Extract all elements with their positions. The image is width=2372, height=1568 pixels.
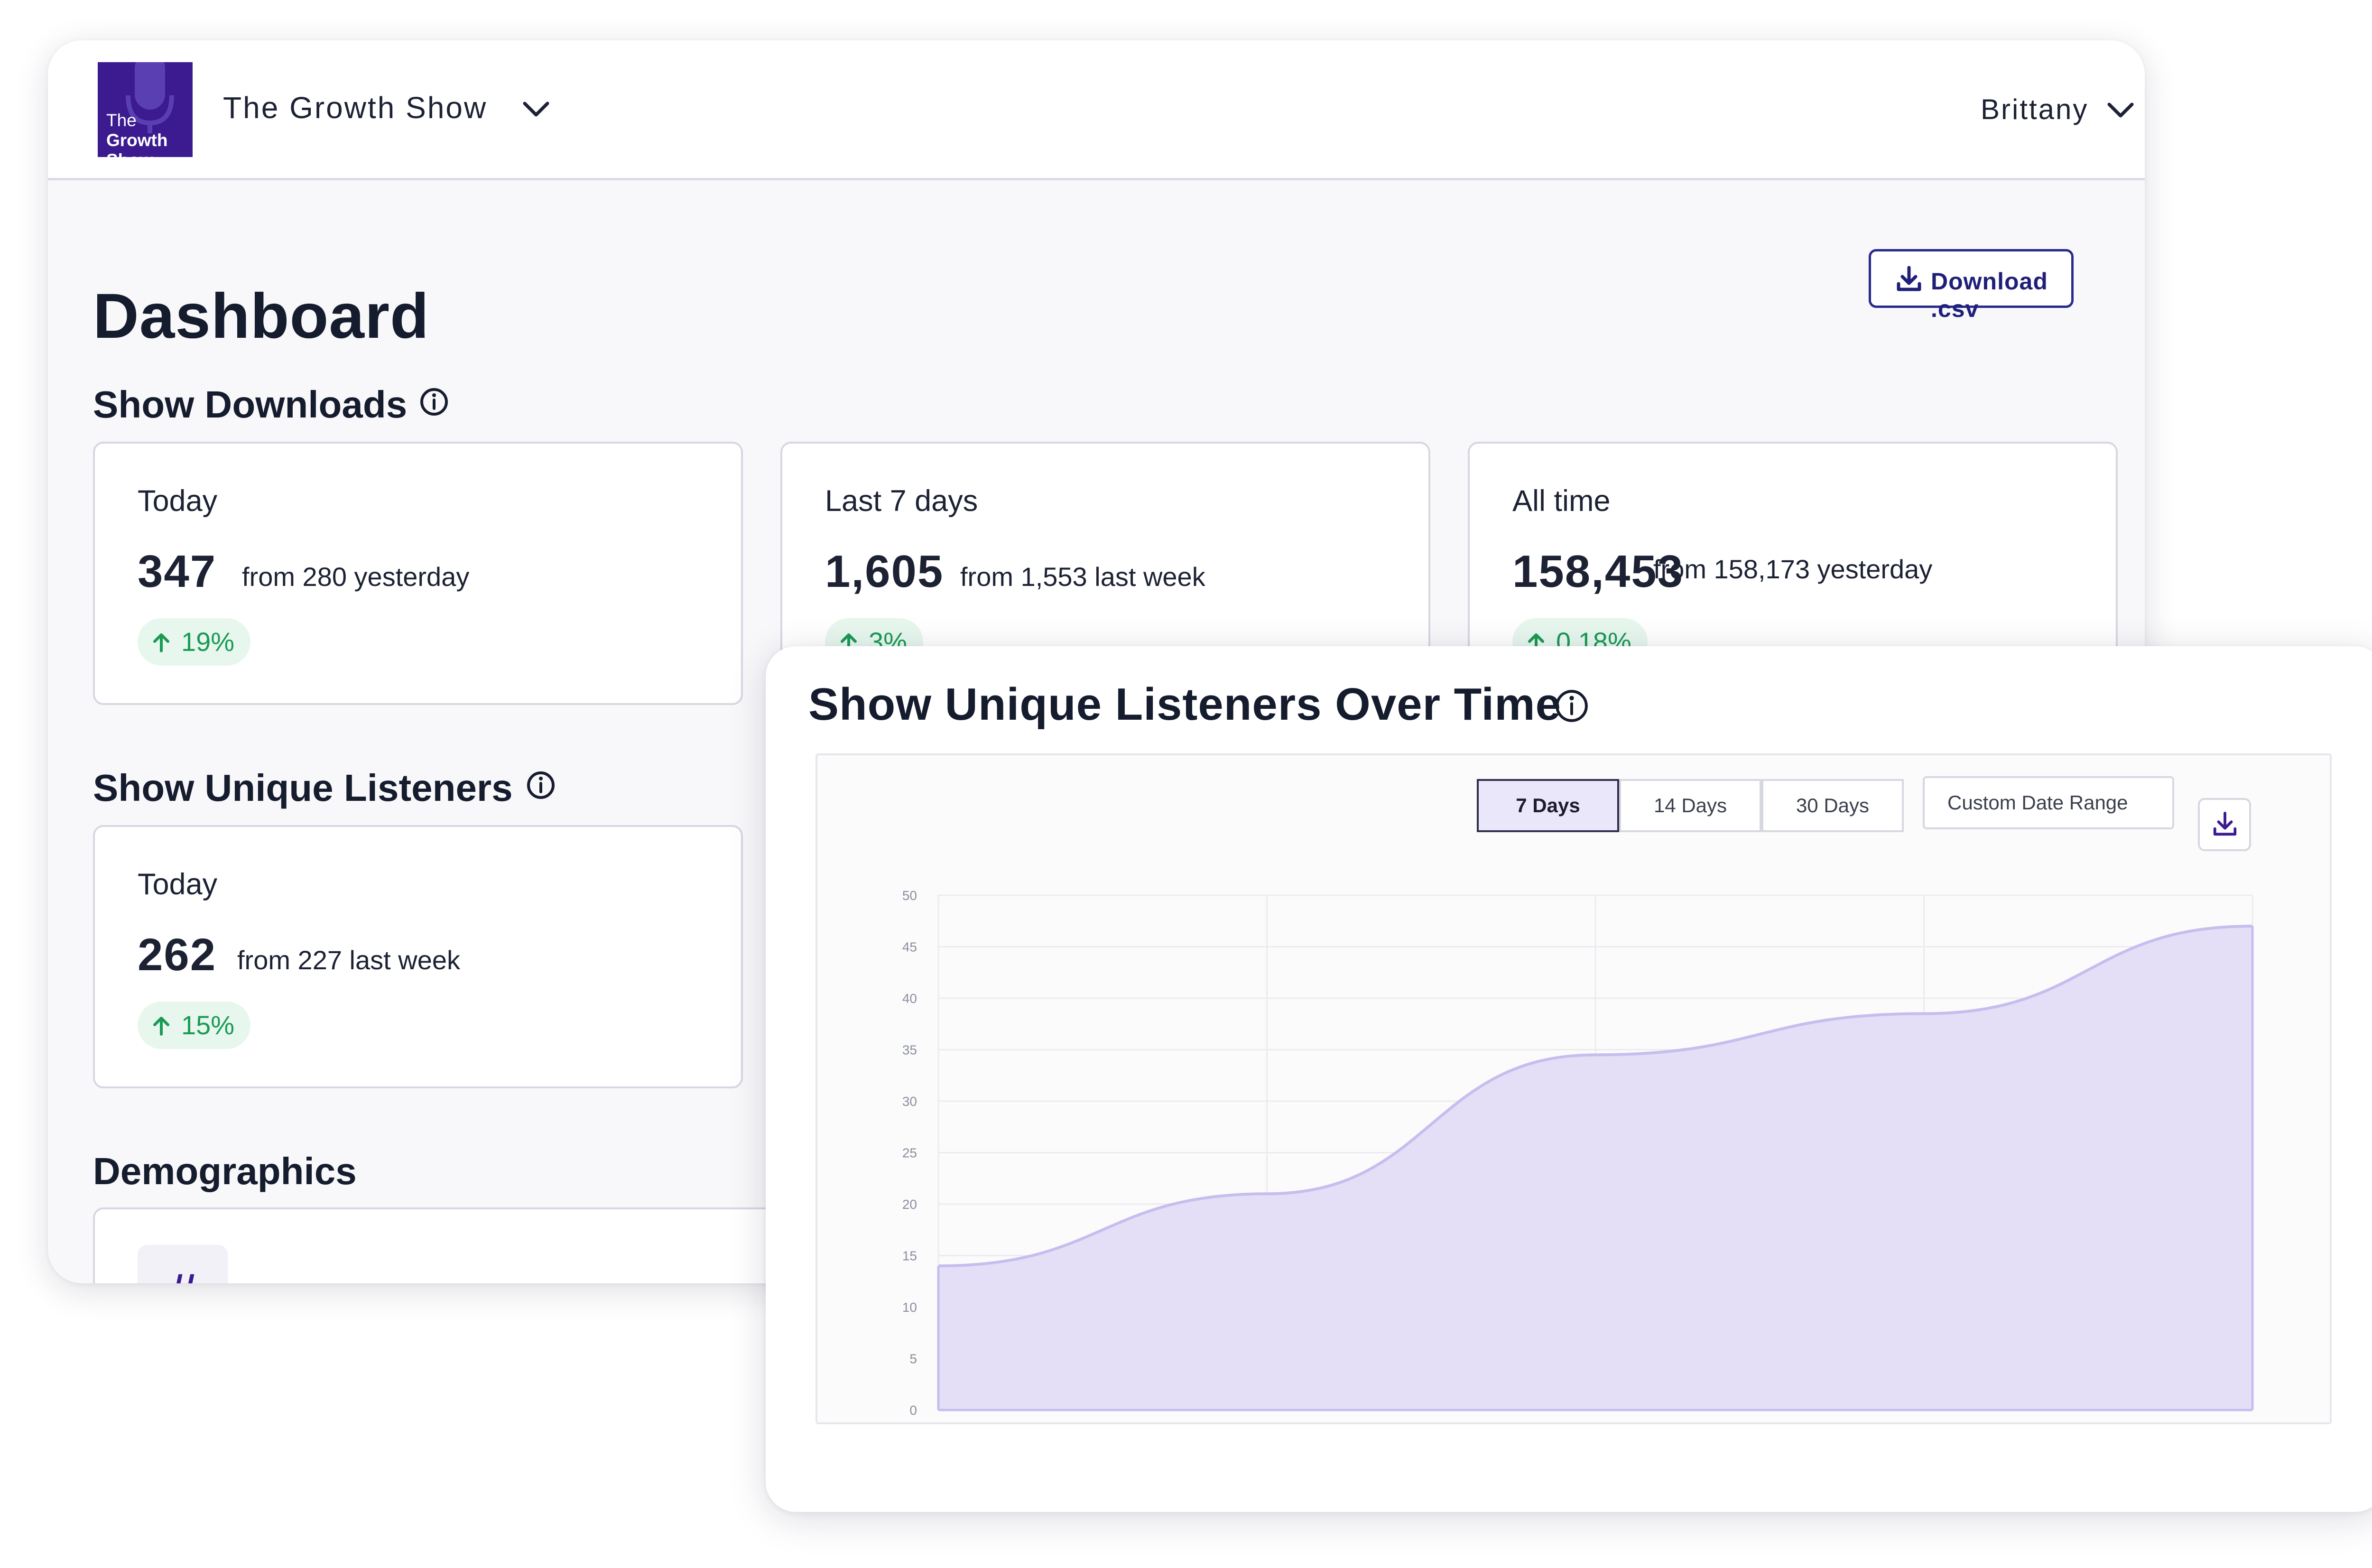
user-name[interactable]: Brittany	[1981, 93, 2089, 125]
change-badge: 19%	[138, 618, 251, 666]
show-name[interactable]: The Growth Show	[223, 91, 488, 125]
download-icon	[1897, 266, 1921, 291]
download-csv-label: Download .csv	[1931, 268, 2048, 322]
card-period: Today	[138, 484, 218, 518]
info-icon[interactable]	[419, 387, 449, 417]
info-icon[interactable]	[526, 770, 556, 800]
y-tick-label: 10	[902, 1300, 917, 1315]
chart-panel: 7 Days 14 Days 30 Days Custom Date Range…	[815, 753, 2332, 1424]
chart-download-button[interactable]	[2198, 798, 2251, 851]
area-chart: 05101520253035404550Sep 8Sep 9Sep 10Sep …	[902, 888, 2254, 1418]
unique-listeners-today-card: Today 262 from 227 last week 15%	[93, 825, 743, 1088]
change-value: 19%	[181, 627, 235, 657]
series-area	[938, 926, 2252, 1410]
card-value: 158,453	[1512, 546, 1684, 597]
y-tick-label: 45	[902, 940, 917, 955]
hashtag-icon: #	[138, 1245, 228, 1283]
card-period: All time	[1512, 484, 1611, 518]
card-value: 262	[138, 929, 217, 980]
card-compare: from 1,553 last week	[960, 562, 1205, 592]
card-value: 347	[138, 546, 217, 597]
y-tick-label: 20	[902, 1197, 917, 1212]
unique-listeners-title: Show Unique Listeners	[93, 767, 513, 809]
logo-word-2: Growth	[106, 130, 168, 150]
y-tick-label: 40	[902, 991, 917, 1006]
arrow-up-icon	[153, 633, 169, 652]
chevron-down-icon[interactable]	[2106, 101, 2135, 120]
card-period: Today	[138, 868, 218, 901]
show-downloads-title: Show Downloads	[93, 383, 408, 426]
logo-word-1: The	[106, 111, 137, 130]
demographics-title: Demographics	[93, 1150, 357, 1192]
card-compare: from 158,173 yesterday	[1653, 554, 1933, 584]
info-icon[interactable]	[1554, 688, 1590, 724]
top-bar: The Growth Show	[48, 40, 2145, 180]
download-icon	[2213, 811, 2237, 836]
change-badge: 15%	[138, 1002, 251, 1049]
y-tick-label: 30	[902, 1094, 917, 1109]
user-menu[interactable]	[1979, 127, 2135, 169]
card-compare: from 227 last week	[237, 945, 460, 975]
listeners-chart-card: Show Unique Listeners Over Time 7 Days 1…	[766, 646, 2372, 1512]
card-value: 1,605	[825, 546, 944, 597]
y-tick-label: 25	[902, 1146, 917, 1160]
y-tick-label: 5	[909, 1352, 917, 1366]
series-line	[938, 925, 2253, 1268]
download-csv-button[interactable]: Download .csv	[1869, 249, 2074, 322]
change-value: 15%	[181, 1010, 235, 1040]
y-tick-label: 35	[902, 1043, 917, 1058]
downloads-today-card: Today 347 from 280 yesterday 19%	[93, 442, 743, 705]
microphone-icon	[126, 62, 174, 133]
range-14-days-button[interactable]: 14 Days	[1619, 779, 1761, 832]
chevron-down-icon[interactable]	[522, 100, 550, 119]
y-tick-label: 0	[909, 1403, 917, 1418]
y-tick-label: 50	[902, 888, 917, 903]
chart-title: Show Unique Listeners Over Time	[808, 679, 1561, 730]
range-7-days-button[interactable]: 7 Days	[1477, 779, 1619, 832]
show-logo[interactable]: The Growth Show	[98, 62, 193, 157]
demographics-card: #	[93, 1207, 833, 1283]
card-compare: from 280 yesterday	[242, 562, 470, 592]
arrow-up-icon	[153, 1017, 169, 1036]
logo-word-3: Show	[106, 150, 167, 157]
range-30-days-button[interactable]: 30 Days	[1761, 779, 1904, 832]
y-tick-label: 15	[902, 1249, 917, 1263]
card-period: Last 7 days	[825, 484, 978, 518]
custom-date-range-button[interactable]: Custom Date Range	[1923, 776, 2174, 829]
page-title: Dashboard	[93, 281, 429, 352]
show-switcher[interactable]	[271, 127, 617, 169]
